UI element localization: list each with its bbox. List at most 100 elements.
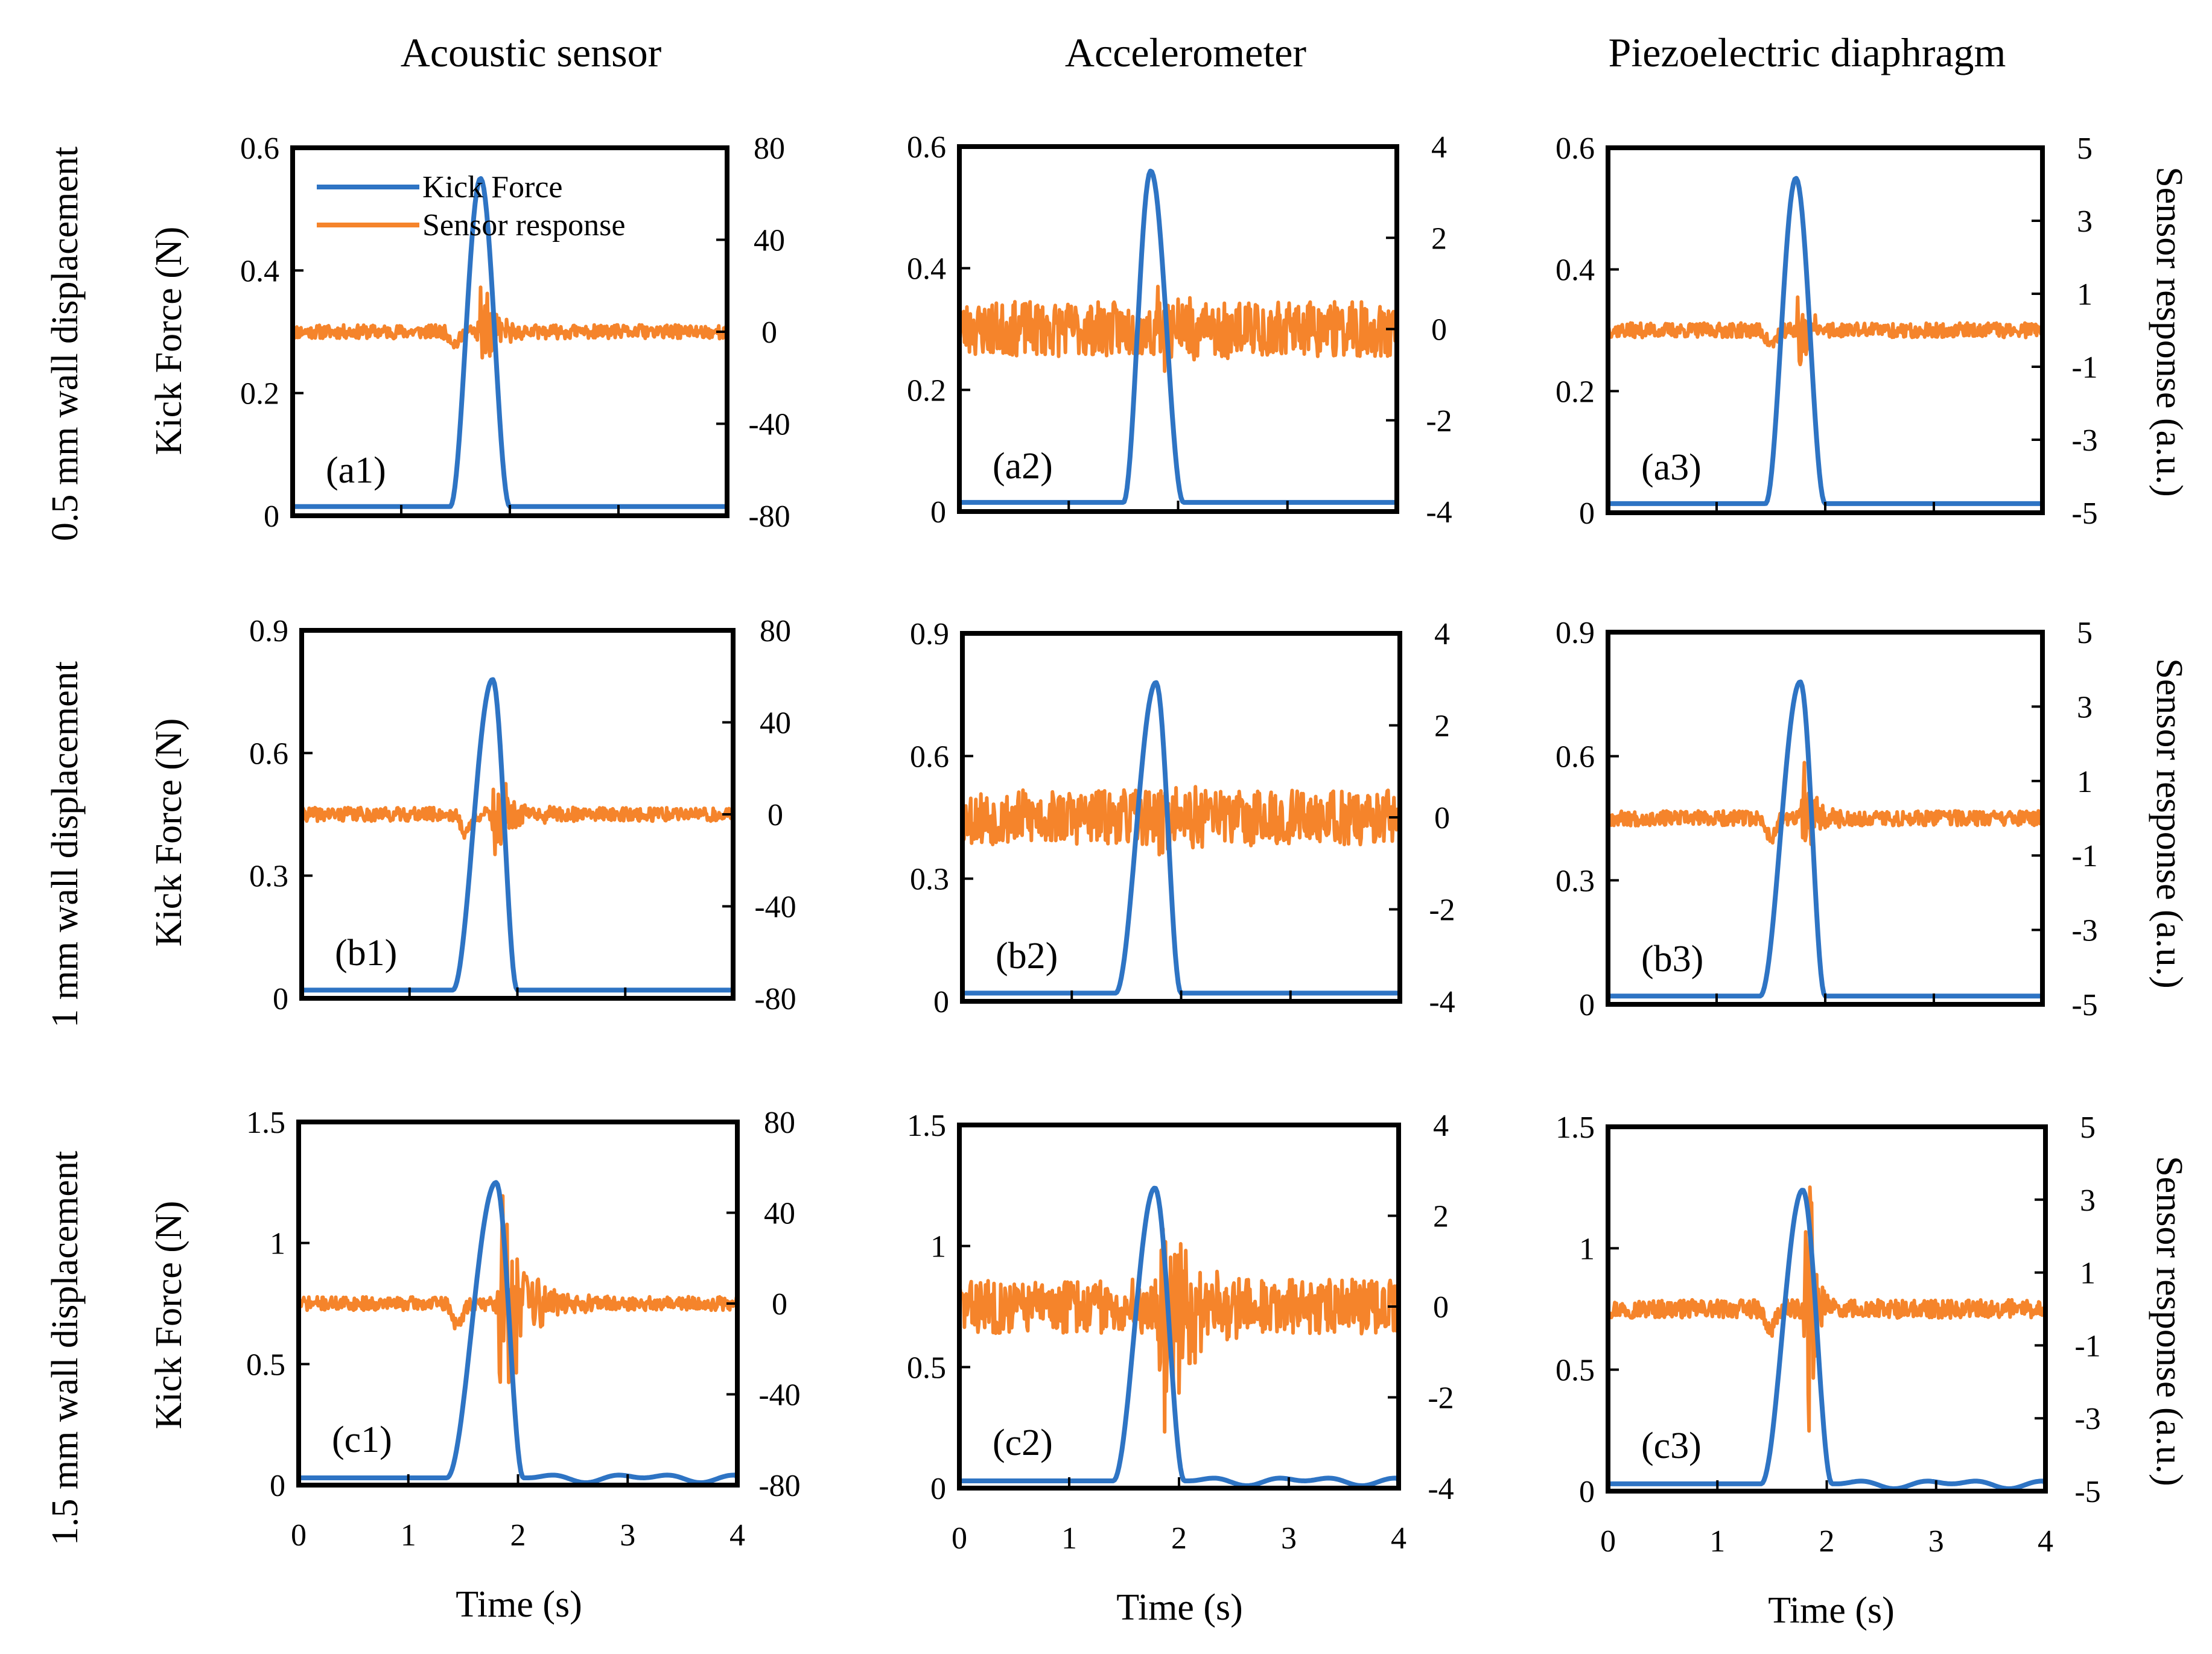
left-tick-label: 0.3 — [249, 860, 288, 894]
left-tick-label: 0.3 — [910, 863, 949, 897]
sensor-response-line — [297, 1194, 739, 1384]
xlabel-col-2: Time (s) — [1768, 1590, 1895, 1631]
right-tick-label: 40 — [754, 224, 785, 258]
left-tick-label: 1.5 — [246, 1106, 285, 1140]
right-tick-label: -4 — [1429, 985, 1455, 1019]
left-tick-label: 0 — [930, 495, 946, 530]
x-tick-label: 3 — [1281, 1521, 1297, 1556]
y-right-labels: Sensor response (a.u.) Sensor response (… — [2149, 166, 2190, 1486]
sensor-response-line — [958, 285, 1399, 373]
ylabel-left-row-1: Kick Force (N) — [148, 718, 189, 947]
sensor-response-line — [1606, 1185, 2047, 1433]
right-tick-label: -4 — [1428, 1472, 1454, 1506]
x-tick-label: 4 — [729, 1518, 745, 1553]
legend: Kick Force Sensor response — [317, 170, 626, 242]
sensor-response-line — [958, 1227, 1400, 1434]
left-tick-label: 0 — [273, 982, 288, 1016]
right-tick-label: -2 — [1426, 404, 1452, 439]
right-tick-label: 3 — [2077, 204, 2093, 239]
left-tick-label: 0 — [270, 1469, 285, 1503]
right-tick-label: 2 — [1433, 1200, 1449, 1234]
panel-label: (c1) — [332, 1419, 392, 1460]
y-left-labels: Kick Force (N) Kick Force (N) Kick Force… — [148, 227, 189, 1430]
right-tick-label: 0 — [1433, 1290, 1449, 1325]
column-title-acoustic: Acoustic sensor — [401, 30, 662, 75]
left-tick-label: 1.5 — [907, 1109, 946, 1143]
panel-b2: 0 0.3 0.6 0.9 -4 -2 0 2 4 (b2) — [910, 617, 1455, 1019]
left-tick-label: 0 — [930, 1472, 946, 1506]
x-tick-label: 0 — [291, 1518, 307, 1553]
right-tick-label: 3 — [2077, 690, 2093, 724]
left-tick-label: 0.5 — [246, 1348, 285, 1382]
right-tick-label: -40 — [754, 890, 796, 925]
panel-c1: 0 0.5 1 1.5 -80 -40 0 40 80 0 1 2 3 4 (c1) — [246, 1106, 801, 1553]
right-tick-label: 0 — [772, 1287, 787, 1322]
left-tick-label: 0.4 — [907, 252, 946, 287]
right-tick-label: -3 — [2074, 1402, 2100, 1436]
right-tick-label: 0 — [1431, 313, 1447, 347]
left-tick-label: 1 — [930, 1230, 946, 1264]
panel-label: (b2) — [996, 936, 1058, 977]
legend-response-label: Sensor response — [422, 208, 626, 242]
left-tick-label: 0.9 — [1556, 616, 1595, 650]
right-tick-label: -2 — [1428, 1381, 1454, 1416]
xlabel-col-0: Time (s) — [456, 1584, 582, 1625]
right-tick-label: -80 — [754, 982, 796, 1016]
ylabel-right-row-0: Sensor response (a.u.) — [2149, 166, 2190, 497]
panel-b1: 0 0.3 0.6 0.9 -80 -40 0 40 80 (b1) — [249, 614, 796, 1016]
right-tick-label: -2 — [1429, 893, 1455, 928]
kick-force-line — [958, 168, 1398, 505]
left-tick-label: 0.6 — [1556, 740, 1595, 775]
x-tick-label: 2 — [510, 1518, 526, 1553]
left-tick-label: 1.5 — [1556, 1111, 1595, 1145]
right-tick-label: 5 — [2077, 131, 2093, 166]
left-tick-label: 1 — [1579, 1232, 1595, 1266]
left-tick-label: 0.5 — [1556, 1354, 1595, 1388]
x-tick-label: 3 — [1928, 1524, 1944, 1559]
right-tick-label: 80 — [760, 614, 791, 648]
column-title-piezo: Piezoelectric diaphragm — [1609, 30, 2006, 75]
kick-force-line — [297, 1180, 740, 1485]
right-tick-label: -5 — [2071, 496, 2097, 531]
left-tick-label: 0.4 — [240, 254, 279, 288]
panel-label: (a1) — [326, 450, 386, 491]
sensor-response-line — [961, 785, 1402, 857]
right-tick-label: 0 — [768, 798, 783, 832]
left-tick-label: 0.9 — [249, 614, 288, 648]
panel-c3: 0 0.5 1 1.5 -5 -3 -1 1 3 5 0 1 2 3 4 (c3) — [1556, 1111, 2101, 1559]
x-tick-label: 4 — [2038, 1524, 2053, 1559]
column-titles: Acoustic sensor Accelerometer Piezoelect… — [401, 30, 2006, 75]
right-tick-label: -3 — [2071, 423, 2097, 458]
panel-label: (a2) — [993, 446, 1053, 487]
right-tick-label: -4 — [1426, 495, 1452, 530]
left-tick-label: 0 — [1579, 988, 1595, 1022]
right-tick-label: 1 — [2080, 1256, 2096, 1291]
left-tick-label: 0 — [1579, 496, 1595, 531]
x-tick-label: 1 — [1061, 1521, 1077, 1556]
panel-a2: 0 0.2 0.4 0.6 -4 -2 0 2 4 (a2) — [907, 130, 1452, 530]
right-tick-label: -40 — [748, 408, 790, 442]
right-tick-label: 40 — [764, 1197, 795, 1231]
right-tick-label: 1 — [2077, 277, 2093, 312]
left-tick-label: 0 — [1579, 1475, 1595, 1509]
right-tick-label: 2 — [1434, 709, 1450, 744]
x-tick-label: 4 — [1391, 1521, 1406, 1556]
x-tick-label: 0 — [952, 1521, 967, 1556]
x-tick-label: 2 — [1819, 1524, 1835, 1559]
left-tick-label: 1 — [270, 1227, 285, 1261]
panel-label: (b3) — [1641, 939, 1703, 980]
right-tick-label: 2 — [1431, 221, 1447, 256]
row-label-2: 1.5 mm wall displacement — [45, 1151, 86, 1545]
left-tick-label: 0 — [264, 499, 279, 534]
right-tick-label: -1 — [2071, 350, 2097, 385]
right-tick-label: -3 — [2071, 914, 2097, 948]
panel-label: (b1) — [335, 933, 397, 974]
left-tick-label: 0.6 — [240, 131, 279, 166]
row-label-0: 0.5 mm wall displacement — [45, 147, 86, 541]
left-tick-label: 0.3 — [1556, 864, 1595, 898]
panel-label: (a3) — [1641, 447, 1702, 488]
sensor-response-line — [300, 776, 735, 857]
xlabel-col-1: Time (s) — [1116, 1587, 1243, 1628]
